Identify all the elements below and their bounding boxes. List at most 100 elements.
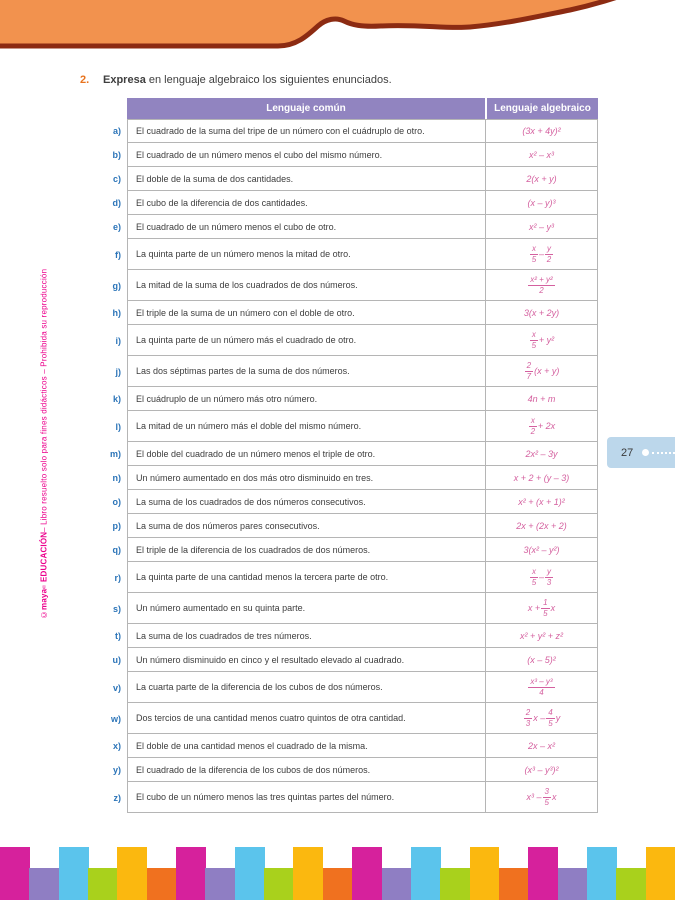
common-language-cell: La cuarta parte de la diferencia de los … bbox=[127, 672, 486, 703]
algebraic-expression-cell: x³ – y³ 4 bbox=[486, 672, 598, 703]
common-language-cell: El doble de la suma de dos cantidades. bbox=[127, 167, 486, 191]
footer-bar bbox=[498, 868, 529, 900]
table-row: a) El cuadrado de la suma del tripe de un… bbox=[99, 119, 598, 143]
row-label: y) bbox=[112, 765, 121, 775]
row-label: j) bbox=[115, 366, 122, 377]
row-label: x) bbox=[112, 741, 121, 751]
table-body: a) El cuadrado de la suma del tripe de un… bbox=[99, 119, 598, 813]
exercise-verb: Expresa bbox=[103, 74, 146, 86]
common-language-cell: El cuádruplo de un número más otro númer… bbox=[127, 387, 486, 411]
row-label: q) bbox=[112, 545, 122, 555]
common-language-cell: La mitad de un número más el doble del m… bbox=[127, 411, 486, 442]
row-label: g) bbox=[112, 280, 122, 291]
algebraic-expression-cell: (x – y)³ bbox=[486, 191, 598, 215]
row-label: o) bbox=[112, 497, 122, 507]
common-language-cell: La mitad de la suma de los cuadrados de … bbox=[127, 270, 486, 301]
table-row: n) Un número aumentado en dos más otro di… bbox=[99, 466, 598, 490]
table-row: k) El cuádruplo de un número más otro núm… bbox=[99, 387, 598, 411]
table-row: s) Un número aumentado en su quinta parte… bbox=[99, 593, 598, 624]
common-language-cell: El triple de la suma de un número con el… bbox=[127, 301, 486, 325]
algebraic-expression-cell: 3(x² – y²) bbox=[486, 538, 598, 562]
table-row: m) El doble del cuadrado de un número men… bbox=[99, 442, 598, 466]
footer-bar bbox=[117, 847, 148, 900]
footer-bar bbox=[29, 868, 60, 900]
table-row: b) El cuadrado de un número menos el cubo… bbox=[99, 143, 598, 167]
footer-bar bbox=[234, 847, 265, 900]
row-label: b) bbox=[112, 150, 122, 160]
footer-bar bbox=[469, 847, 500, 900]
common-language-cell: El cubo de la diferencia de dos cantidad… bbox=[127, 191, 486, 215]
row-label: f) bbox=[115, 249, 121, 260]
footer-bar bbox=[381, 868, 412, 900]
page-content: 2. Expresa en lenguaje algebraico los si… bbox=[0, 74, 675, 813]
algebra-table: Lenguaje común Lenguaje algebraico a) El … bbox=[99, 98, 598, 813]
footer-bar bbox=[616, 868, 647, 900]
table-row: e) El cuadrado de un número menos el cubo… bbox=[99, 215, 598, 239]
algebraic-expression-cell: x² – x³ bbox=[486, 143, 598, 167]
algebraic-expression-cell: (x³ – y³)² bbox=[486, 758, 598, 782]
table-row: p) La suma de dos números pares consecuti… bbox=[99, 514, 598, 538]
table-row: v) La cuarta parte de la diferencia de lo… bbox=[99, 672, 598, 703]
algebraic-expression-cell: (3x + 4y)² bbox=[486, 119, 598, 143]
fraction: x² + y² 2 bbox=[528, 274, 555, 295]
footer-bar bbox=[58, 847, 89, 900]
fraction: x³ – y³ 4 bbox=[528, 676, 555, 697]
row-label: t) bbox=[115, 631, 121, 641]
algebraic-expression-cell: x² + y² + z² bbox=[486, 624, 598, 648]
row-label: e) bbox=[112, 222, 121, 232]
common-language-cell: Dos tercios de una cantidad menos cuatro… bbox=[127, 703, 486, 734]
header-lenguaje-algebraico: Lenguaje algebraico bbox=[487, 98, 598, 119]
footer-bar bbox=[645, 847, 675, 900]
row-label: z) bbox=[113, 792, 122, 803]
footer-bar bbox=[293, 847, 324, 900]
algebraic-expression-cell: 2x – x² bbox=[486, 734, 598, 758]
row-label: w) bbox=[111, 713, 121, 724]
common-language-cell: La quinta parte de un número más el cuad… bbox=[127, 325, 486, 356]
common-language-cell: El cuadrado de un número menos el cubo d… bbox=[127, 143, 486, 167]
table-row: u) Un número disminuido en cinco y el res… bbox=[99, 648, 598, 672]
common-language-cell: La suma de dos números pares consecutivo… bbox=[127, 514, 486, 538]
table-row: i) La quinta parte de un número más el cu… bbox=[99, 325, 598, 356]
row-label: a) bbox=[112, 126, 121, 136]
footer-bar bbox=[528, 847, 559, 900]
common-language-cell: Un número disminuido en cinco y el resul… bbox=[127, 648, 486, 672]
common-language-cell: El cubo de un número menos las tres quin… bbox=[127, 782, 486, 813]
table-row: h) El triple de la suma de un número con … bbox=[99, 301, 598, 325]
algebraic-expression-cell: 2 7 (x + y) bbox=[486, 356, 598, 387]
table-row: w) Dos tercios de una cantidad menos cuat… bbox=[99, 703, 598, 734]
table-row: g) La mitad de la suma de los cuadrados d… bbox=[99, 270, 598, 301]
common-language-cell: El doble de una cantidad menos el cuadra… bbox=[127, 734, 486, 758]
table-row: z) El cubo de un número menos las tres qu… bbox=[99, 782, 598, 813]
footer-bar bbox=[322, 868, 353, 900]
common-language-cell: Un número aumentado en su quinta parte. bbox=[127, 593, 486, 624]
table-row: c) El doble de la suma de dos cantidades.… bbox=[99, 167, 598, 191]
exercise-prompt: en lenguaje algebraico los siguientes en… bbox=[145, 74, 392, 86]
row-label: n) bbox=[112, 473, 122, 483]
common-language-cell: Las dos séptimas partes de la suma de do… bbox=[127, 356, 486, 387]
footer-bar-decoration bbox=[0, 847, 675, 900]
footer-bar bbox=[352, 847, 383, 900]
algebraic-expression-cell: x² + (x + 1)² bbox=[486, 490, 598, 514]
row-label: m) bbox=[110, 449, 121, 459]
common-language-cell: El cuadrado de la suma del tripe de un n… bbox=[127, 119, 486, 143]
row-label: l) bbox=[115, 421, 122, 432]
table-row: o) La suma de los cuadrados de dos número… bbox=[99, 490, 598, 514]
table-row: f) La quinta parte de un número menos la … bbox=[99, 239, 598, 270]
header-spacer bbox=[99, 98, 127, 119]
footer-bar bbox=[176, 847, 206, 900]
wave-fill bbox=[0, 0, 609, 46]
